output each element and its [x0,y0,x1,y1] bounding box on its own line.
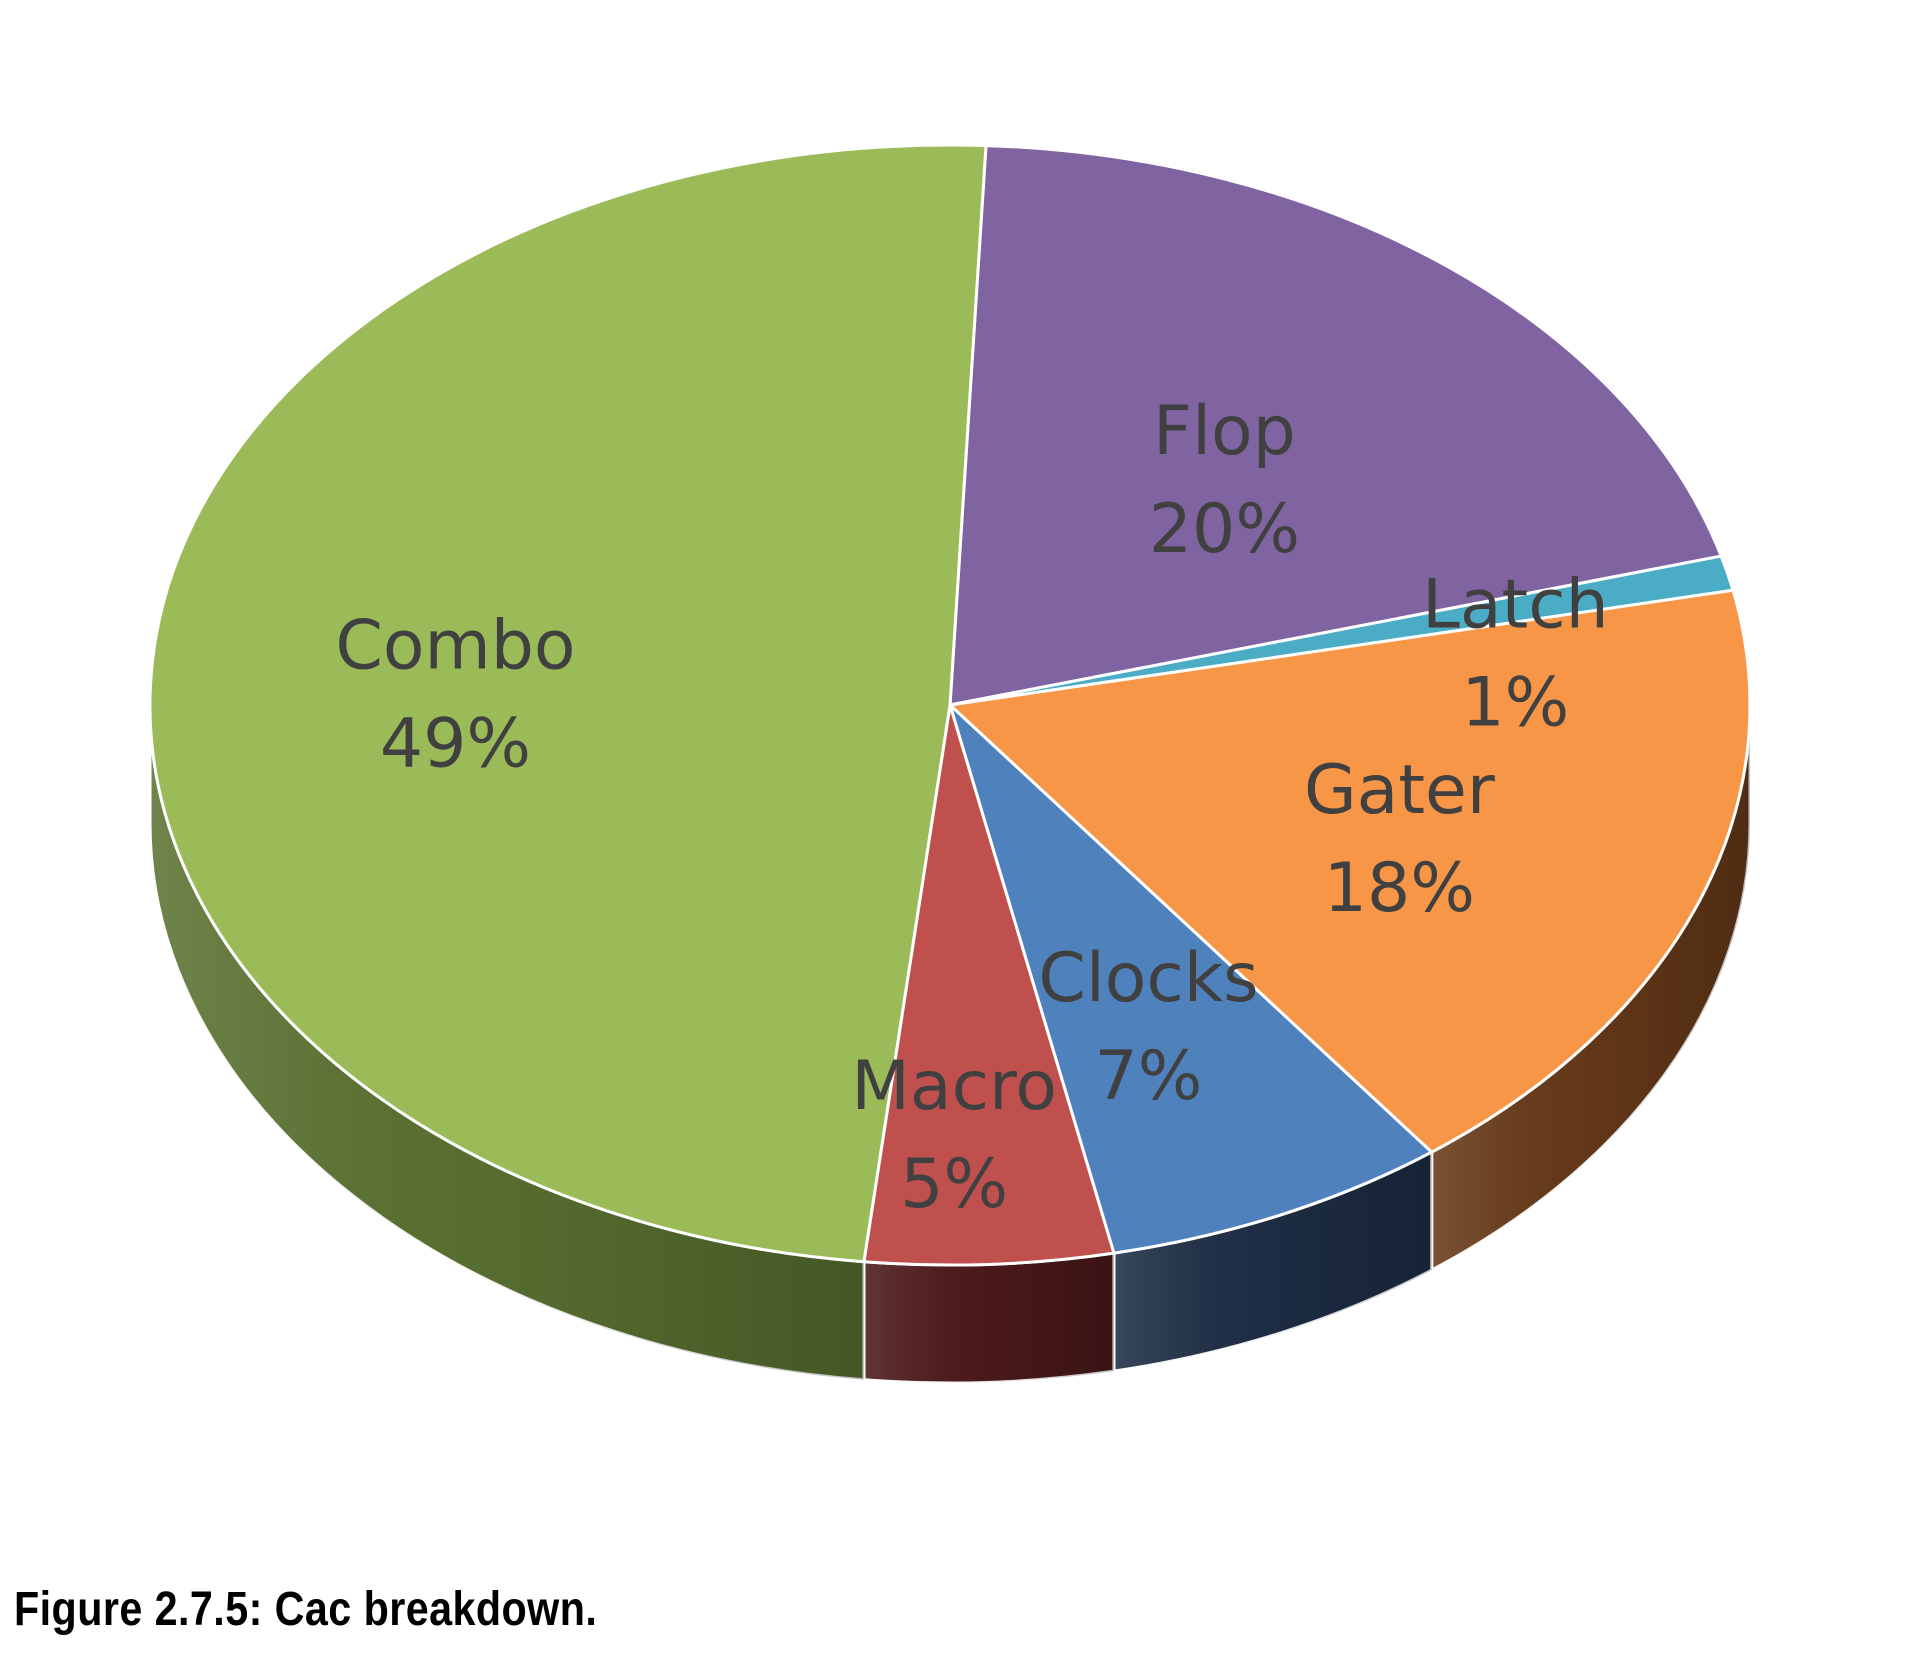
slice-value-label-latch: 1% [1461,663,1569,742]
slice-macro [862,703,1116,1267]
slice-value-label-flop: 20% [1149,490,1300,569]
slice-label-flop: Flop [1153,392,1296,471]
slice-value-label-gater: 18% [1324,849,1475,928]
slice-side-shade-macro [863,1253,1114,1384]
slice-clocks [948,703,1434,1255]
slice-combo [148,143,988,1264]
slice-gater [948,588,1752,1154]
slice-flop [948,144,1723,707]
slice-label-latch: Latch [1422,565,1609,644]
slice-value-label-combo: 49% [380,704,531,783]
figure-caption: Figure 2.7.5: Cac breakdown. [14,1583,598,1636]
slice-side-shade-gater [1431,705,1750,1271]
slice-side-shade-combo [150,705,864,1380]
slice-label-macro: Macro [851,1047,1057,1126]
slice-label-combo: Combo [335,606,575,685]
slice-label-gater: Gater [1304,751,1495,830]
slice-side-shade-clocks [1113,1152,1432,1372]
slice-value-label-clocks: 7% [1095,1037,1203,1116]
slice-value-label-macro: 5% [900,1145,1008,1224]
slice-label-clocks: Clocks [1038,939,1258,1018]
